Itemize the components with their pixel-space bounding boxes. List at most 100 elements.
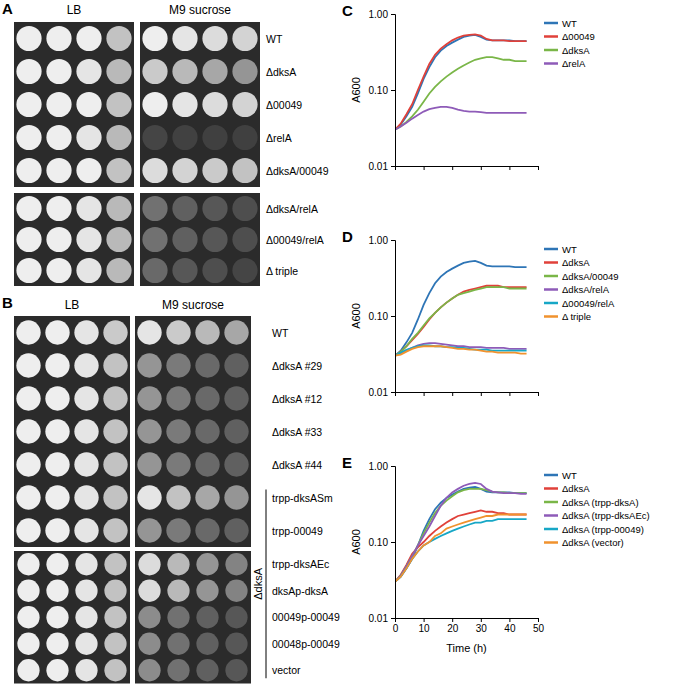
spot xyxy=(46,227,71,252)
spot xyxy=(76,158,101,183)
spot xyxy=(76,92,101,117)
series-line xyxy=(395,515,527,582)
legend-label: ΔdksA/relA xyxy=(562,284,610,295)
spot xyxy=(106,196,131,221)
spot xyxy=(104,580,126,602)
spot xyxy=(17,633,39,655)
spot xyxy=(195,320,219,344)
spot xyxy=(142,59,167,84)
legend-swatch xyxy=(544,35,558,38)
spot xyxy=(202,92,227,117)
x-tick xyxy=(509,392,510,396)
spot xyxy=(142,26,167,51)
spot xyxy=(74,518,98,542)
y-axis-title: A600 xyxy=(350,303,362,329)
x-tick xyxy=(424,166,425,170)
spot xyxy=(46,553,68,575)
series-line xyxy=(395,483,527,582)
legend-swatch xyxy=(544,275,558,278)
x-tick-mark xyxy=(424,392,425,396)
x-tick-mark xyxy=(538,392,539,396)
spot xyxy=(46,258,71,283)
y-tick: 1.00 xyxy=(369,9,395,20)
spot xyxy=(106,258,131,283)
legend-label: ΔdksA xyxy=(562,257,590,268)
spot xyxy=(224,452,248,476)
series-line xyxy=(395,346,527,355)
plate xyxy=(135,551,251,684)
spot xyxy=(202,59,227,84)
spot xyxy=(166,419,190,443)
series-line xyxy=(395,487,527,582)
x-tick-label: 10 xyxy=(419,623,431,634)
row-label: WT xyxy=(266,33,283,45)
y-tick-label: 1.00 xyxy=(369,235,389,246)
y-tick: 0.01 xyxy=(369,613,395,624)
spot xyxy=(166,353,190,377)
spot xyxy=(138,580,160,602)
spot xyxy=(16,26,41,51)
spot xyxy=(46,606,68,628)
spot xyxy=(166,452,190,476)
legend-swatch xyxy=(544,541,558,544)
spot xyxy=(224,518,248,542)
x-axis-title: Time (h) xyxy=(446,642,487,654)
legend-swatch xyxy=(544,501,558,504)
medium-header: M9 sucrose xyxy=(169,3,231,17)
legend-label: Δ00049/relA xyxy=(562,298,615,309)
spot xyxy=(142,258,167,283)
y-tick: 1.00 xyxy=(369,235,395,246)
spot xyxy=(224,419,248,443)
spot xyxy=(167,659,189,681)
spot xyxy=(76,258,101,283)
spot xyxy=(45,485,69,509)
spot xyxy=(74,485,98,509)
x-axis xyxy=(396,392,539,396)
legend-label: WT xyxy=(562,18,577,29)
spot xyxy=(104,553,126,575)
x-tick-mark xyxy=(424,618,425,622)
legend-label: WT xyxy=(562,244,577,255)
spot xyxy=(202,125,227,150)
panel-letter: D xyxy=(342,228,353,245)
spot xyxy=(142,158,167,183)
panel-letter: E xyxy=(342,454,352,471)
row-label: ΔdksA #33 xyxy=(272,426,322,438)
row-label: WT xyxy=(272,327,289,339)
x-tick xyxy=(538,166,539,170)
y-tick: 1.00 xyxy=(369,461,395,472)
spot xyxy=(46,92,71,117)
spot xyxy=(16,485,40,509)
series-line xyxy=(395,107,527,130)
row-label: Δ00049 xyxy=(266,99,302,111)
y-axis-line xyxy=(391,467,396,619)
spot xyxy=(172,227,197,252)
spot xyxy=(103,386,127,410)
row-label: ΔdksA #44 xyxy=(272,459,322,471)
spot xyxy=(103,452,127,476)
spot xyxy=(224,320,248,344)
spot xyxy=(167,580,189,602)
spot xyxy=(74,419,98,443)
row-label: 00048p-00049 xyxy=(272,638,340,650)
spot xyxy=(167,606,189,628)
spot xyxy=(16,125,41,150)
plate xyxy=(140,193,260,286)
spot xyxy=(224,386,248,410)
series-line xyxy=(395,35,527,130)
spot xyxy=(46,196,71,221)
panel-letter: C xyxy=(342,2,353,19)
row-label: dksAp-dksA xyxy=(272,585,328,597)
row-label: Δ triple xyxy=(266,265,298,277)
spot xyxy=(45,320,69,344)
x-tick xyxy=(538,392,539,396)
spot xyxy=(103,518,127,542)
spot xyxy=(232,227,257,252)
plate-panel: ALBM9 sucroseWTΔdksAΔ00049ΔrelAΔdksA/000… xyxy=(2,0,329,286)
plate xyxy=(14,316,130,547)
spot xyxy=(232,258,257,283)
spot xyxy=(46,633,68,655)
series-line xyxy=(395,287,527,356)
spot xyxy=(45,386,69,410)
spot xyxy=(16,59,41,84)
